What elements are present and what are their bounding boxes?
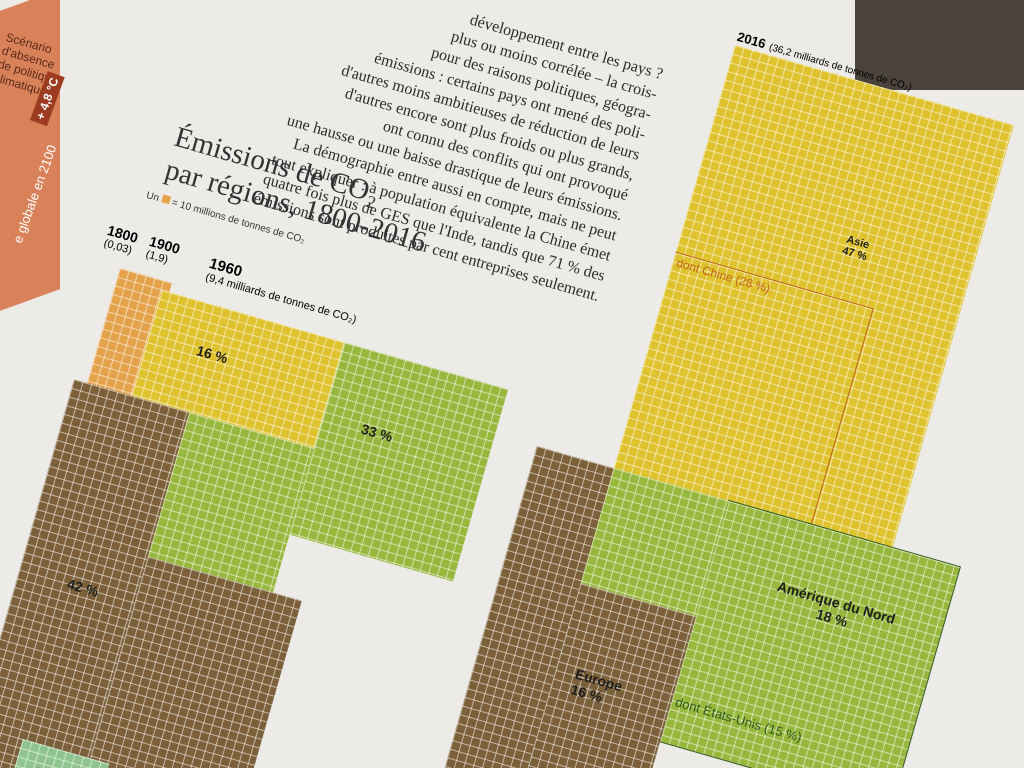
year-1900: 1900 (1,9) <box>144 233 182 269</box>
waffle-1960: 16 % 33 % 42 % 2 % <box>0 290 527 768</box>
legend-prefix: Un <box>144 190 161 205</box>
year-1800: 1800 (0,03) <box>102 222 140 258</box>
background <box>855 0 1024 90</box>
legend-swatch <box>160 194 171 205</box>
